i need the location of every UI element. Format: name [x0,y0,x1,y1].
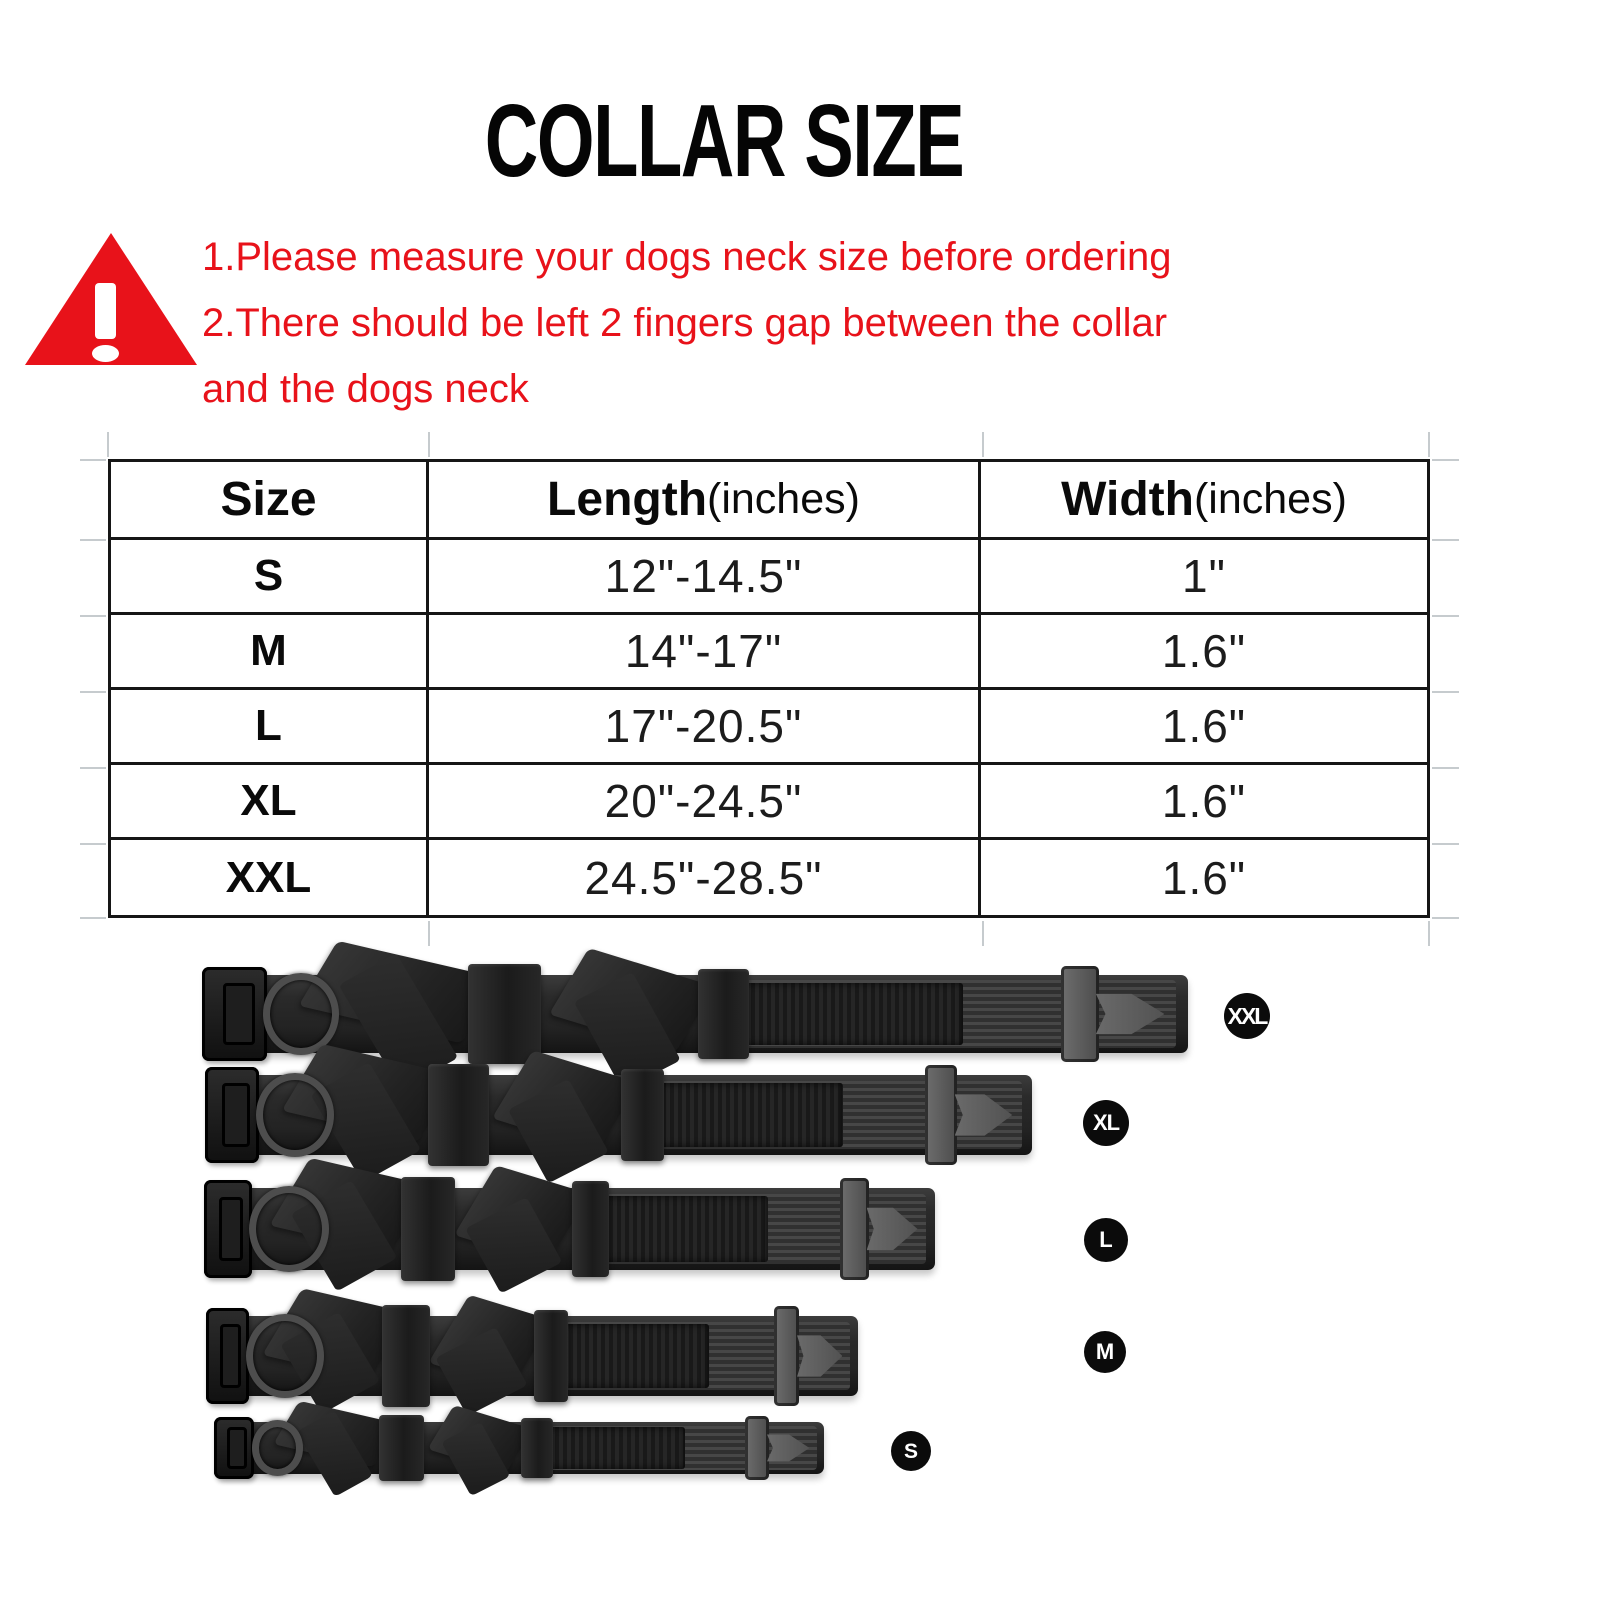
collar-velcro-patch [539,1427,685,1469]
collar-photo-xl [205,1043,1032,1167]
spreadsheet-gridline-tick [1432,767,1459,769]
collar-adjuster-plate [206,1308,249,1404]
column-header-length-unit: (inches) [707,475,860,523]
spreadsheet-gridline-tick [80,767,106,769]
spreadsheet-gridline-tick [982,432,984,457]
column-header-length: Length (inches) [429,462,981,540]
collar-d-ring-icon [262,972,339,1056]
table-row-l-width: 1.6" [981,690,1427,765]
collar-photo-l [203,1158,935,1282]
spreadsheet-gridline-tick [80,459,106,461]
table-row-m-size: M [111,615,429,690]
collar-buckle [745,1415,769,1481]
collar-photo-xxl [202,941,1188,1064]
collar-buckle [773,1306,800,1406]
table-row-s-size: S [111,540,429,615]
column-header-width-label: Width [1061,473,1194,526]
exclamation-bar [95,283,116,339]
table-row-l-length: 17"-20.5" [429,690,981,765]
spreadsheet-gridline-tick [80,843,106,845]
collar-buckle [840,1178,869,1280]
size-badge-l: L [1084,1218,1128,1262]
spreadsheet-gridline-tick [1428,921,1430,946]
spreadsheet-gridline-tick [1432,691,1459,693]
collar-velcro-patch [645,1083,843,1147]
table-row-l-size: L [111,690,429,765]
collar-adjuster-plate [214,1416,255,1480]
spreadsheet-gridline-tick [107,432,109,457]
collar-velcro-patch [553,1324,709,1388]
spreadsheet-gridline-tick [1432,917,1459,919]
table-row-xxl-size: XXL [111,840,429,915]
table-row-xxl-length: 24.5"-28.5" [429,840,981,915]
column-header-size-label: Size [220,473,317,526]
table-row-xl-size: XL [111,765,429,840]
size-badge-m: M [1084,1331,1126,1373]
column-header-width-unit: (inches) [1193,475,1347,523]
table-row-m-width: 1.6" [981,615,1427,690]
warning-note-1: 1.Please measure your dogs neck size bef… [202,235,1172,279]
spreadsheet-gridline-tick [1432,843,1459,845]
size-badge-xl: XL [1083,1100,1129,1146]
collar-keeper-band [571,1181,610,1277]
spreadsheet-gridline-tick [80,917,106,919]
spreadsheet-gridline-tick [1432,615,1459,617]
collar-photo-m [206,1288,858,1408]
collar-keeper-band [534,1309,568,1403]
spreadsheet-gridline-tick [80,615,106,617]
size-table: Size Length (inches) Width (inches) S 12"-… [108,459,1430,918]
collar-keeper-band [378,1414,425,1482]
collar-velcro-patch [593,1196,768,1262]
spreadsheet-gridline-tick [428,432,430,457]
exclamation-dot [92,345,119,362]
collar-buckle [925,1065,958,1165]
column-header-size: Size [111,462,429,540]
table-row-s-length: 12"-14.5" [429,540,981,615]
spreadsheet-gridline-tick [1432,539,1459,541]
spreadsheet-gridline-tick [80,539,106,541]
collar-keeper-band [381,1304,431,1408]
collar-keeper-band [467,964,542,1064]
spreadsheet-gridline-tick [1428,432,1430,457]
spreadsheet-gridline-tick [428,921,430,946]
collar-keeper-band [698,968,749,1060]
spreadsheet-gridline-tick [982,921,984,946]
warning-notes: 1.Please measure your dogs neck size bef… [202,224,1402,422]
warning-note-2: 2.There should be left 2 fingers gap bet… [202,301,1168,345]
collar-d-ring-icon [251,1420,303,1476]
table-row-xl-length: 20"-24.5" [429,765,981,840]
collar-d-ring-icon [256,1072,335,1158]
table-row-xxl-width: 1.6" [1161,851,1247,904]
collar-buckle [1060,965,1099,1063]
table-row-m-length: 14"-17" [429,615,981,690]
collar-d-ring-icon [246,1313,325,1399]
collar-photo-s [214,1400,824,1482]
collar-d-ring-icon [248,1185,329,1273]
collar-adjuster-plate [205,1067,260,1163]
table-row-xl-width: 1.6" [981,765,1427,840]
collar-keeper-band [621,1068,664,1162]
column-header-length-label: Length [547,473,708,526]
column-header-width: Width (inches) [981,462,1427,540]
spreadsheet-gridline-tick [80,691,106,693]
collar-adjuster-plate [203,1179,252,1279]
collar-velcro-patch [727,982,963,1046]
warning-note-2-continued: and the dogs neck [202,367,529,411]
collar-keeper-band [427,1063,490,1167]
collar-keeper-band [521,1417,553,1479]
page-title: COLLAR SIZE [484,83,965,198]
spreadsheet-gridline-tick [1432,459,1459,461]
size-badge-s: S [891,1431,931,1471]
size-badge-xxl: XXL [1224,993,1270,1039]
collar-keeper-band [400,1176,456,1282]
warning-triangle-icon [25,233,197,365]
table-row-s-width: 1" [981,540,1427,615]
collar-adjuster-plate [202,967,267,1061]
